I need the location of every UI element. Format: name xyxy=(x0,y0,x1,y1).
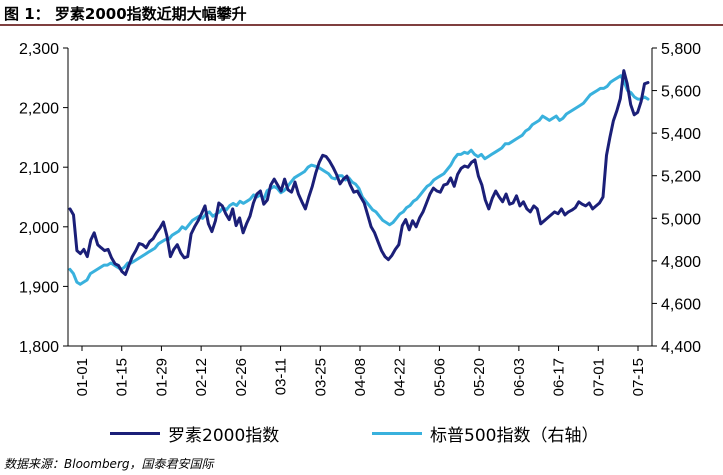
x-tick-label: 06-03 xyxy=(511,358,528,396)
series-line-russell2000 xyxy=(68,69,650,276)
x-tick-label: 06-17 xyxy=(551,358,568,396)
x-tick-label: 03-11 xyxy=(273,358,290,395)
right-tick-label: 5,600 xyxy=(661,84,701,101)
x-tick-label: 03-25 xyxy=(312,358,329,396)
x-tick-label: 01-15 xyxy=(114,358,131,396)
legend: 罗素2000指数 标普500指数（右轴） xyxy=(0,418,723,448)
left-tick-label: 2,100 xyxy=(19,160,59,177)
source-note: 数据来源：Bloomberg，国泰君安国际 xyxy=(4,457,214,471)
right-tick-label: 5,800 xyxy=(661,41,701,58)
left-tick-label: 2,000 xyxy=(19,220,59,237)
legend-swatch-series-1 xyxy=(110,431,160,435)
x-tick-label: 05-06 xyxy=(431,358,448,396)
x-tick-label: 02-12 xyxy=(193,358,210,396)
legend-item-series-2: 标普500指数（右轴） xyxy=(372,418,598,448)
legend-label-series-1: 罗素2000指数 xyxy=(168,425,280,446)
left-tick-label: 2,200 xyxy=(19,101,59,118)
x-tick-label: 04-08 xyxy=(352,358,369,396)
x-tick-label: 02-26 xyxy=(233,358,250,396)
right-tick-label: 5,400 xyxy=(661,126,701,143)
x-tick-label: 05-20 xyxy=(471,358,488,396)
series-line-sp500 xyxy=(68,74,650,286)
right-tick-label: 4,600 xyxy=(661,296,701,313)
legend-swatch-series-2 xyxy=(372,431,422,435)
x-tick-label: 04-22 xyxy=(392,358,409,396)
left-tick-label: 2,300 xyxy=(19,41,59,58)
x-tick-label: 01-29 xyxy=(153,358,170,396)
x-tick-label: 01-01 xyxy=(74,358,91,396)
chart-title: 图 1： 罗素2000指数近期大幅攀升 xyxy=(4,5,247,23)
left-tick-label: 1,900 xyxy=(19,279,59,296)
chart-canvas: 1,800 1,900 2,000 2,100 2,200 2,300 4,400 4,600… xyxy=(19,41,701,396)
legend-label-series-2: 标普500指数（右轴） xyxy=(430,425,599,446)
title-bar: 图 1： 罗素2000指数近期大幅攀升 xyxy=(0,0,723,26)
left-tick-label: 1,800 xyxy=(19,339,59,356)
legend-item-series-1: 罗素2000指数 xyxy=(110,418,279,448)
right-tick-label: 4,400 xyxy=(661,339,701,356)
right-tick-label: 4,800 xyxy=(661,254,701,271)
x-tick-label: 07-01 xyxy=(590,358,607,396)
right-tick-label: 5,200 xyxy=(661,169,701,186)
plot-area: 1,800 1,900 2,000 2,100 2,200 2,300 4,400 4,600… xyxy=(19,41,701,396)
right-tick-label: 5,000 xyxy=(661,211,701,228)
x-tick-label: 07-15 xyxy=(630,358,647,396)
